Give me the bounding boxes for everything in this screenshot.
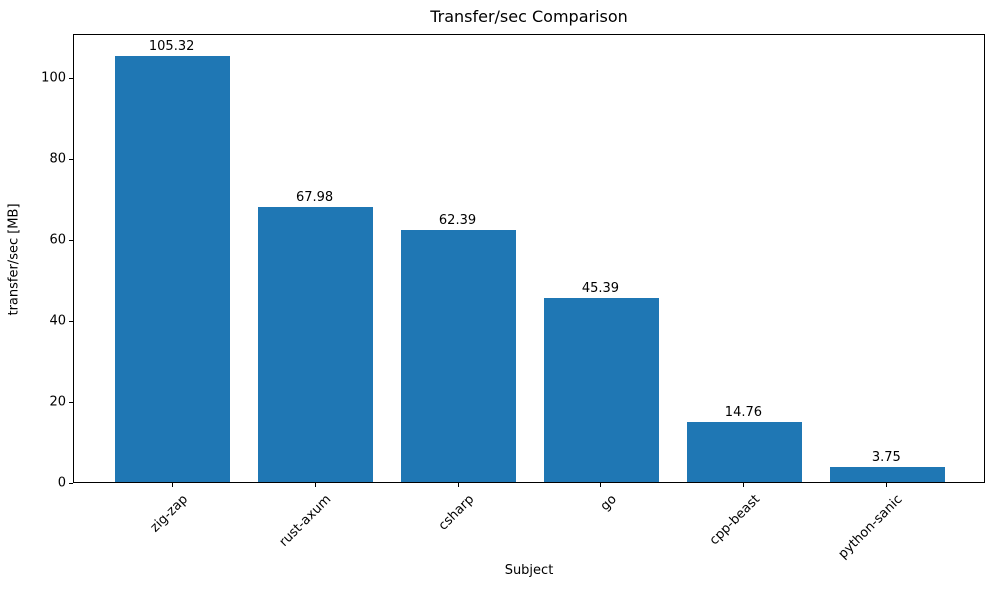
y-tick-label: 40 (49, 313, 66, 329)
bar-zig-zap (115, 55, 230, 482)
bar-csharp (401, 229, 516, 482)
x-tick-label-python-sanic: python-sanic (836, 492, 906, 562)
chart-title: Transfer/sec Comparison (430, 7, 628, 26)
y-tick-label: 60 (49, 232, 66, 248)
y-tick-label: 100 (41, 70, 66, 86)
y-tick-label: 80 (49, 151, 66, 167)
bar-value-label: 67.98 (295, 190, 334, 206)
y-tick-label: 0 (57, 475, 66, 491)
x-axis-label: Subject (504, 563, 554, 578)
x-tick-label-cpp-beast: cpp-beast (706, 492, 764, 549)
y-tick-mark (69, 402, 73, 404)
x-tick-label-zig-zap: zig-zap (147, 492, 192, 536)
x-tick-label-go: go (598, 492, 621, 515)
bar-rust-axum (258, 207, 373, 482)
x-tick-mark (171, 483, 173, 487)
bar-value-label: 62.39 (438, 212, 477, 228)
bar-go (544, 298, 659, 482)
x-tick-mark (600, 483, 602, 487)
bar-value-label: 3.75 (871, 449, 901, 465)
y-tick-mark (69, 321, 73, 323)
x-tick-mark (886, 483, 888, 487)
y-tick-mark (69, 78, 73, 80)
x-tick-mark (314, 483, 316, 487)
bar-python-sanic (830, 466, 945, 482)
y-tick-mark (69, 159, 73, 161)
x-tick-mark (457, 483, 459, 487)
y-tick-label: 20 (49, 394, 66, 410)
plot-area (73, 34, 985, 483)
x-tick-label-rust-axum: rust-axum (276, 492, 335, 550)
bar-value-label: 105.32 (148, 38, 195, 54)
y-tick-mark (69, 240, 73, 242)
x-tick-mark (743, 483, 745, 487)
y-tick-mark (69, 483, 73, 484)
y-axis-label: transfer/sec [MB] (6, 203, 22, 316)
bar-value-label: 14.76 (724, 405, 763, 421)
x-tick-label-csharp: csharp (435, 492, 478, 534)
bar-cpp-beast (687, 422, 802, 482)
bar-value-label: 45.39 (581, 281, 620, 297)
